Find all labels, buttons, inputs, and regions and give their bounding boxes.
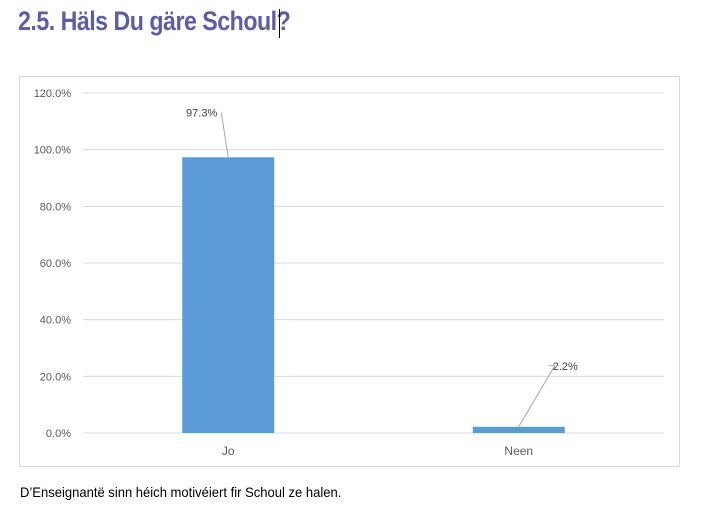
bar-neen [472, 426, 565, 433]
y-tick-label: 20.0% [40, 371, 71, 383]
page-title: 2.5. Häls Du gäre Schoul? [18, 6, 291, 36]
y-tick-label: 60.0% [40, 258, 71, 270]
x-category-label: Neen [504, 444, 533, 458]
data-label-leader [220, 112, 229, 158]
bar-jo [182, 157, 275, 434]
y-tick-label: 40.0% [40, 315, 71, 327]
chart-caption: D’Enseignantë sinn héich motivéiert fir … [20, 484, 342, 500]
data-label: 2.2% [553, 361, 578, 373]
data-label: 97.3% [186, 107, 217, 119]
data-label-leader [518, 365, 556, 428]
y-tick-label: 80.0% [40, 201, 71, 213]
text-cursor [279, 9, 280, 38]
y-tick-label: 120.0% [34, 88, 72, 100]
x-category-label: Jo [222, 444, 235, 458]
chart-area: 0.0% 20.0% 40.0% 60.0% 80.0% 100.0% 120.0% Jo 97… [19, 76, 680, 467]
y-tick-label: 0.0% [46, 428, 71, 440]
bar-chart: 0.0% 20.0% 40.0% 60.0% 80.0% 100.0% 120.0% Jo 97… [34, 88, 664, 458]
y-tick-label: 100.0% [34, 145, 72, 157]
